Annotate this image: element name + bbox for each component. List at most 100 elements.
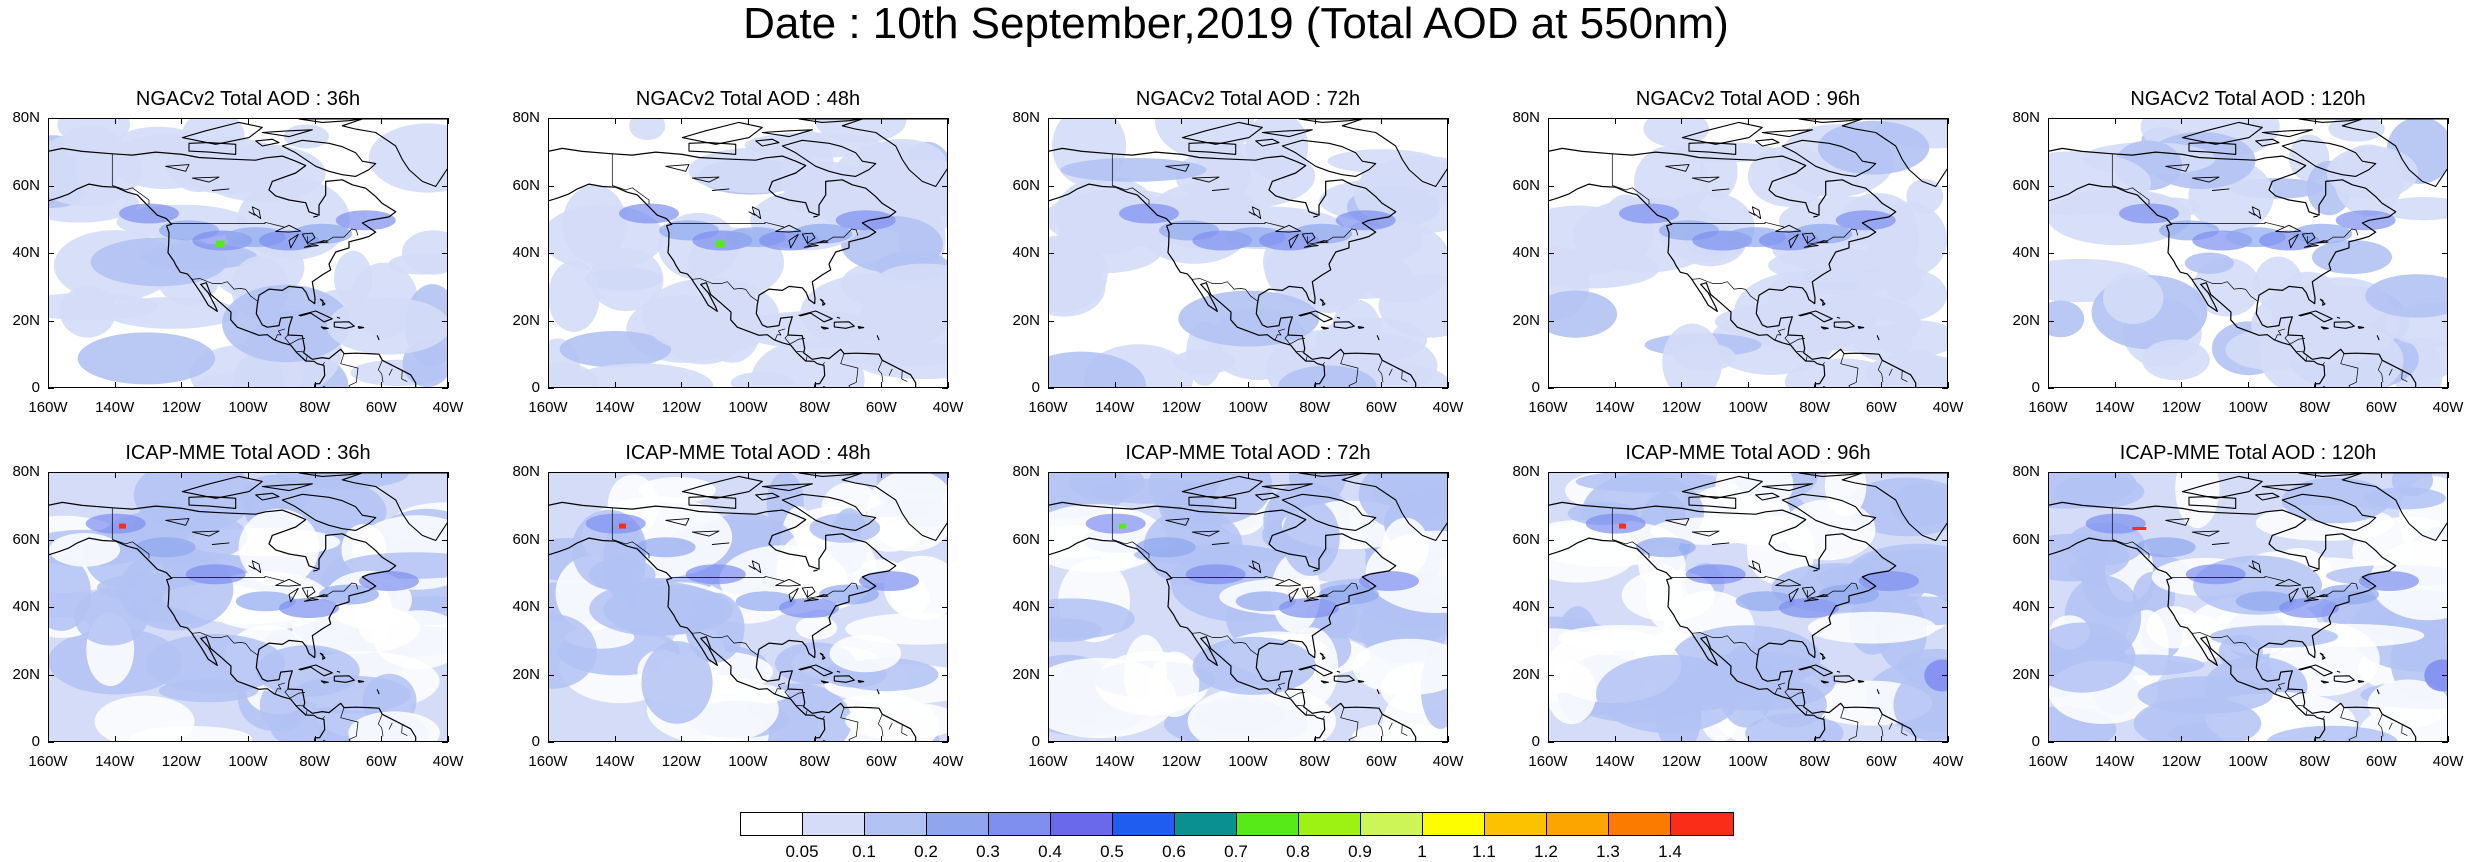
lat-tick-mark <box>1548 118 1554 119</box>
country-border <box>2322 716 2325 719</box>
lat-tick-mark <box>1548 253 1554 254</box>
country-border <box>2377 360 2384 383</box>
colorbar-swatch <box>1361 813 1423 835</box>
smoke-plume-cell <box>119 203 179 224</box>
lake-outline <box>211 542 230 545</box>
caribbean-island-coast <box>1357 326 1365 329</box>
caribbean-island-coast <box>1336 316 1341 319</box>
country-border <box>111 507 150 559</box>
aod-field-patch <box>1806 271 1891 296</box>
lon-tick-mark <box>814 472 816 478</box>
country-border <box>901 723 908 736</box>
smoke-plume-cell <box>135 537 196 558</box>
caribbean-island-coast <box>2320 680 2329 684</box>
lake-outline <box>248 211 256 216</box>
aod-field-patch <box>256 645 360 697</box>
lon-tick-mark <box>114 382 116 388</box>
lat-tick-mark <box>1442 185 1448 187</box>
aod-field-patch <box>77 332 216 385</box>
lat-tick-label: 60N <box>1512 530 1540 548</box>
lon-tick-mark <box>548 382 549 388</box>
arctic-island-coast <box>2313 569 2318 572</box>
lon-tick-mark <box>2314 736 2316 742</box>
lake-outline <box>303 244 319 248</box>
lon-tick-mark <box>1948 118 1949 124</box>
lake-outline <box>165 518 190 526</box>
lat-tick-label: 0 <box>531 733 540 750</box>
country-border <box>2340 707 2359 741</box>
lon-tick-mark <box>814 382 816 388</box>
lat-tick-label: 40N <box>12 598 40 615</box>
panel-title: NGACv2 Total AOD : 72h <box>1135 88 1361 110</box>
lake-outline <box>1775 578 1802 587</box>
aod-field-patch <box>2049 622 2136 693</box>
lon-tick-label: 80W <box>1799 399 1831 416</box>
lon-tick-mark <box>814 736 816 742</box>
coastline <box>1549 147 1917 387</box>
lat-tick-label: 80N <box>1512 109 1540 126</box>
arctic-island-coast <box>681 121 763 145</box>
lon-tick-mark <box>381 472 383 478</box>
lat-tick-label: 0 <box>31 733 40 750</box>
lake-outline <box>1751 560 1762 574</box>
lon-tick-mark <box>381 736 383 742</box>
map-panel: NGACv2 Total AOD : 72h 80N 60N 40N 20N 0 160W 1… <box>1012 88 1463 416</box>
lon-tick-mark <box>48 472 49 478</box>
arctic-island-coast <box>261 483 313 492</box>
lon-tick-mark <box>2448 382 2449 388</box>
lon-tick-label: 120W <box>661 399 701 416</box>
lat-tick-label: 0 <box>1031 379 1040 396</box>
country-border <box>111 153 150 205</box>
smoke-plume-cell <box>1119 203 1179 224</box>
smoke-plume-cell <box>1585 513 1646 534</box>
lake-outline <box>1191 176 1220 183</box>
lon-tick-mark <box>2448 118 2449 124</box>
arctic-island-coast <box>1261 129 1313 138</box>
lat-tick-label: 0 <box>1531 733 1540 750</box>
arctic-island-coast <box>2181 121 2263 145</box>
lat-tick-label: 20N <box>2012 665 2040 683</box>
lake-outline <box>665 164 690 172</box>
country-border <box>1322 385 1326 387</box>
smoke-plume-cell <box>585 513 646 534</box>
country-border <box>1340 353 1359 387</box>
lon-tick-label: 100W <box>1728 753 1768 770</box>
lake-outline <box>1816 594 1829 598</box>
lat-tick-mark <box>1048 607 1054 608</box>
caribbean-island-coast <box>2319 298 2326 306</box>
lon-tick-label: 100W <box>228 399 268 416</box>
aod-field-patch <box>1060 158 1207 182</box>
aod-field-patch <box>1245 119 1309 181</box>
arctic-island-coast <box>1313 215 1318 218</box>
aod-field-patch <box>832 341 947 367</box>
lake-outline <box>191 530 220 537</box>
lat-tick-mark <box>1548 742 1554 743</box>
lon-tick-mark <box>1948 472 1949 478</box>
country-border <box>2322 739 2326 741</box>
lat-tick-mark <box>548 674 554 676</box>
lon-tick-label: 80W <box>1799 753 1831 770</box>
lon-tick-label: 100W <box>1728 399 1768 416</box>
smoke-plume-cell <box>279 598 339 618</box>
lon-tick-mark <box>48 736 49 742</box>
aod-field-patch <box>373 610 447 670</box>
lake-outline <box>775 224 802 233</box>
lat-tick-mark <box>442 742 448 743</box>
map-plot-area <box>1548 118 1948 388</box>
country-border <box>388 368 393 376</box>
country-border <box>1671 575 1785 582</box>
lon-tick-mark <box>1448 472 1449 478</box>
lat-tick-label: 80N <box>512 463 540 480</box>
lon-tick-label: 120W <box>661 753 701 770</box>
country-border <box>2322 385 2326 387</box>
lat-tick-mark <box>1048 388 1054 389</box>
lake-outline <box>1211 188 1230 191</box>
lat-tick-mark <box>1048 539 1054 541</box>
lon-tick-mark <box>1114 736 1116 742</box>
caribbean-island-coast <box>1336 670 1341 673</box>
lon-tick-mark <box>2381 382 2383 388</box>
aod-field-patch <box>2067 522 2145 566</box>
caribbean-island-coast <box>319 298 326 306</box>
lon-tick-label: 100W <box>228 753 268 770</box>
panel-title: NGACv2 Total AOD : 96h <box>1635 88 1861 110</box>
